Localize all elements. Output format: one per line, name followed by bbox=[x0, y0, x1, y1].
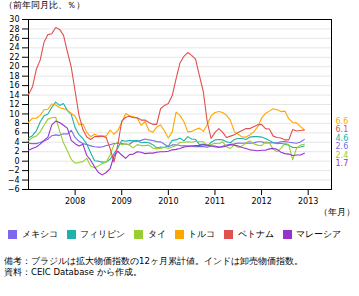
svg-text:14: 14 bbox=[9, 91, 19, 100]
html-text:フィリピン: フィリピン bbox=[80, 229, 125, 239]
html-text:マレーシア: マレーシア bbox=[296, 229, 341, 239]
svg-text:2011: 2011 bbox=[205, 197, 225, 206]
svg-text:−2: −2 bbox=[8, 166, 20, 175]
html-text:備考：ブラジルは拡大物価指数の12ヶ月累計値。インドは卸売物: 備考：ブラジルは拡大物価指数の12ヶ月累計値。インドは卸売物価指数。 bbox=[4, 255, 303, 266]
svg-text:2: 2 bbox=[14, 147, 19, 156]
svg-text:24: 24 bbox=[9, 43, 19, 52]
html-text:メキシコ: メキシコ bbox=[21, 229, 58, 239]
svg-text:2.4: 2.4 bbox=[335, 150, 349, 160]
html-text:資料：CEIC Database から作成。: 資料：CEIC Database から作成。 bbox=[4, 266, 142, 277]
html-text:（年月）: （年月） bbox=[319, 207, 355, 217]
svg-text:6.1: 6.1 bbox=[335, 125, 349, 135]
svg-text:20: 20 bbox=[9, 62, 19, 71]
svg-text:−4: −4 bbox=[8, 176, 20, 185]
svg-text:30: 30 bbox=[9, 15, 19, 24]
svg-text:8: 8 bbox=[14, 119, 19, 128]
svg-text:4.6: 4.6 bbox=[335, 133, 349, 143]
svg-text:28: 28 bbox=[9, 25, 19, 34]
svg-text:16: 16 bbox=[9, 81, 19, 90]
svg-text:6.6: 6.6 bbox=[335, 116, 349, 126]
svg-text:2008: 2008 bbox=[65, 197, 85, 206]
svg-text:−6: −6 bbox=[8, 185, 20, 194]
svg-text:0: 0 bbox=[14, 157, 19, 166]
svg-text:18: 18 bbox=[9, 72, 19, 81]
svg-text:26: 26 bbox=[9, 34, 19, 43]
svg-text:2012: 2012 bbox=[251, 197, 271, 206]
svg-text:2010: 2010 bbox=[158, 197, 178, 206]
svg-text:22: 22 bbox=[9, 53, 19, 62]
html-text:（前年同月比、％）: （前年同月比、％） bbox=[4, 0, 85, 10]
html-text:ベトナム: ベトナム bbox=[237, 229, 274, 239]
html-text:タイ: タイ bbox=[147, 229, 166, 239]
svg-text:4: 4 bbox=[14, 138, 19, 147]
svg-text:2009: 2009 bbox=[112, 197, 132, 206]
svg-text:6: 6 bbox=[14, 128, 19, 137]
svg-text:2013: 2013 bbox=[298, 197, 318, 206]
svg-text:1.7: 1.7 bbox=[336, 159, 349, 168]
svg-text:12: 12 bbox=[9, 100, 19, 109]
html-text:トルコ: トルコ bbox=[188, 229, 215, 239]
svg-text:2.6: 2.6 bbox=[335, 142, 349, 152]
svg-text:10: 10 bbox=[9, 110, 19, 119]
